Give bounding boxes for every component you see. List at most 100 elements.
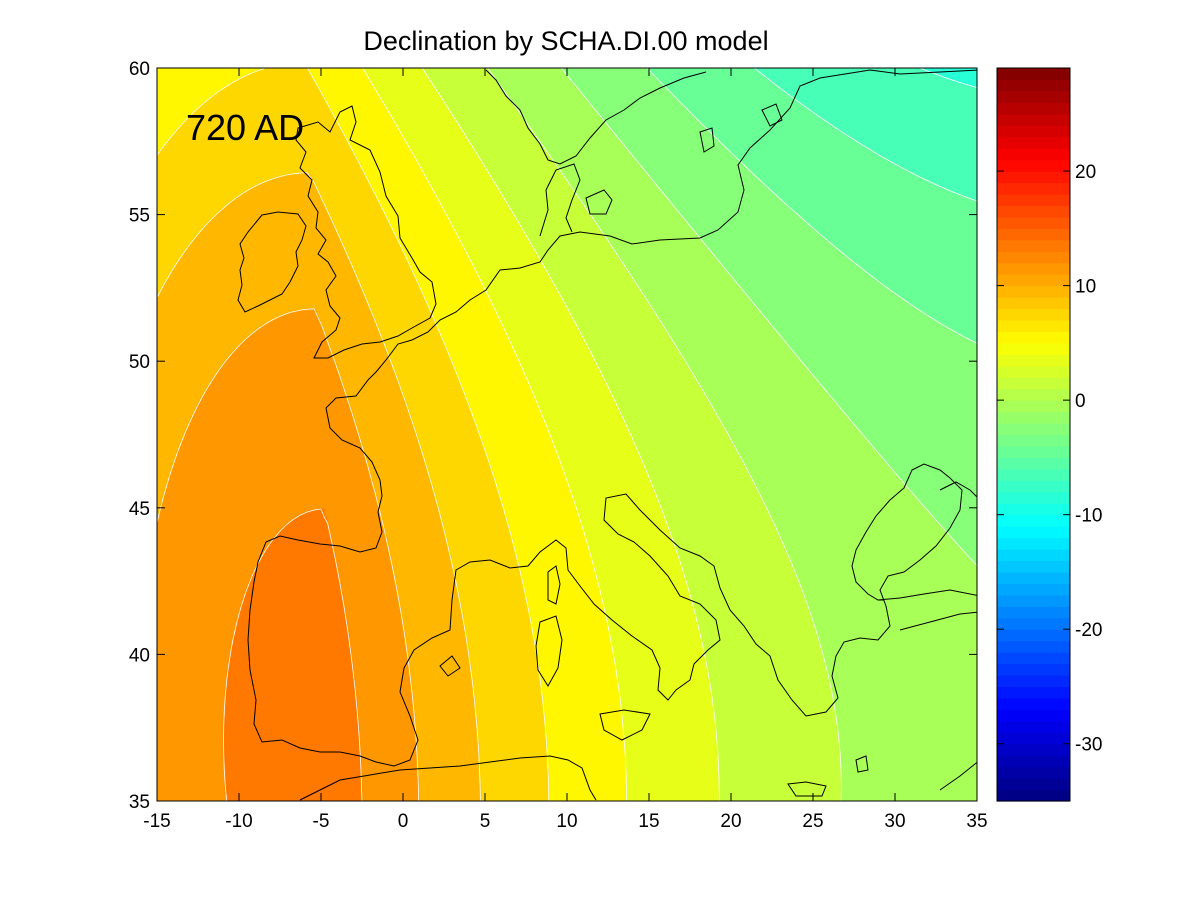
- coastline-great-britain: [295, 105, 437, 359]
- colorbar-segment: [997, 697, 1070, 710]
- colorbar-segment: [997, 342, 1070, 355]
- colorbar-segment: [997, 193, 1070, 207]
- colorbar-tick-label: -20: [1075, 620, 1102, 641]
- colorbar-segment: [997, 571, 1070, 584]
- x-tick-label: -10: [225, 811, 252, 832]
- colorbar-segment: [997, 468, 1070, 481]
- contour-line: [560, 68, 977, 566]
- colorbar-segment: [997, 400, 1070, 413]
- colorbar-segment: [997, 262, 1070, 275]
- colorbar-segment: [997, 90, 1070, 103]
- colorbar-segment: [997, 136, 1070, 149]
- colorbar-segment: [997, 732, 1070, 745]
- colorbar-segment: [997, 365, 1070, 378]
- colorbar-segment: [997, 640, 1070, 653]
- colorbar-segment: [997, 629, 1070, 642]
- colorbar-segment: [997, 663, 1070, 676]
- contour-line: [753, 68, 977, 202]
- colorbar-segment: [997, 319, 1070, 333]
- colorbar-segment: [997, 388, 1070, 401]
- contour-line: [646, 68, 977, 344]
- x-tick-label: -5: [313, 811, 330, 832]
- colorbar-segment: [997, 377, 1070, 390]
- plot-area: [157, 68, 977, 801]
- colorbar-segment: [997, 274, 1070, 287]
- colorbar: -30 -20 -10 0 10 20: [996, 67, 1102, 802]
- x-tick-label: 5: [480, 811, 491, 832]
- colorbar-segment: [997, 652, 1070, 665]
- colorbar-segment: [997, 594, 1070, 607]
- colorbar-segment: [997, 526, 1070, 539]
- contour-line: [157, 308, 420, 801]
- colorbar-segment: [997, 583, 1070, 596]
- declination-heatmap: [157, 68, 977, 801]
- colorbar-segment: [997, 239, 1070, 252]
- y-axis: 35 40 45 50 55 60: [129, 59, 977, 813]
- x-tick-label: 0: [398, 811, 409, 832]
- colorbar-segment: [997, 102, 1070, 115]
- y-tick-label: 55: [129, 206, 150, 227]
- x-tick-label: 25: [802, 811, 823, 832]
- epoch-annotation: 720 AD: [186, 107, 304, 148]
- y-tick-label: 40: [129, 645, 150, 666]
- colorbar-tick-label: 0: [1075, 391, 1086, 412]
- coastline-continental-europe: [247, 69, 977, 767]
- colorbar-segment: [997, 251, 1070, 264]
- coastline-gotland: [699, 127, 715, 153]
- colorbar-segment: [997, 606, 1070, 619]
- colorbar-segment: [997, 113, 1070, 126]
- x-tick-label: 10: [556, 811, 577, 832]
- colorbar-segment: [997, 79, 1070, 92]
- y-tick-label: 60: [129, 59, 150, 80]
- chart-title: Declination by SCHA.DI.00 model: [363, 26, 768, 56]
- colorbar-tick-label: 10: [1075, 277, 1096, 298]
- contour-line: [421, 68, 720, 801]
- colorbar-segment: [997, 354, 1070, 367]
- coastline-baltic-island: [761, 103, 783, 127]
- y-tick-label: 35: [129, 792, 150, 813]
- colorbar-segment: [997, 434, 1070, 447]
- colorbar-segment: [997, 514, 1070, 527]
- coastline-corsica: [547, 565, 561, 605]
- coastline-crimea: [939, 481, 977, 498]
- colorbar-tick-label: -30: [1075, 735, 1102, 756]
- coastline-scandinavia: [485, 69, 707, 165]
- coastline-danish-islands: [585, 189, 613, 215]
- colorbar-tick-label: -10: [1075, 506, 1102, 527]
- colorbar-frame: [996, 67, 1071, 802]
- colorbar-segment: [997, 148, 1070, 161]
- colorbar-segment: [997, 766, 1070, 779]
- colorbar-segment: [997, 537, 1070, 550]
- colorbar-segment: [997, 560, 1070, 573]
- colorbar-segment: [997, 457, 1070, 470]
- coastline-denmark: [539, 163, 581, 237]
- x-tick-label: 20: [720, 811, 741, 832]
- colorbar-segment: [997, 686, 1070, 699]
- colorbar-segment: [997, 297, 1070, 310]
- coastline-sicily: [599, 709, 651, 741]
- colorbar-segment: [997, 216, 1070, 229]
- coastline-aegean-island: [855, 755, 869, 773]
- y-tick-label: 45: [129, 499, 150, 520]
- x-tick-label: -15: [143, 811, 170, 832]
- colorbar-segment: [997, 411, 1070, 424]
- coastline-anatolia: [899, 611, 977, 631]
- colorbar-segment: [997, 617, 1070, 630]
- colorbar-segment: [997, 480, 1070, 493]
- colorbar-segment: [997, 491, 1070, 504]
- colorbar-segment: [997, 445, 1070, 458]
- colorbar-segment: [997, 789, 1070, 802]
- y-tick-label: 50: [129, 352, 150, 373]
- coastline-ireland: [237, 211, 307, 313]
- colorbar-segment: [997, 228, 1070, 241]
- colorbar-segment: [997, 675, 1070, 688]
- colorbar-segment: [997, 549, 1070, 562]
- colorbar-segment: [997, 308, 1070, 321]
- coastline-levant: [939, 761, 977, 791]
- contour-line: [223, 508, 363, 801]
- colorbar-segment: [997, 68, 1070, 81]
- coastlines: [237, 69, 977, 801]
- x-tick-label: 35: [966, 811, 987, 832]
- contour-line: [487, 68, 842, 801]
- colorbar-segment: [997, 720, 1070, 733]
